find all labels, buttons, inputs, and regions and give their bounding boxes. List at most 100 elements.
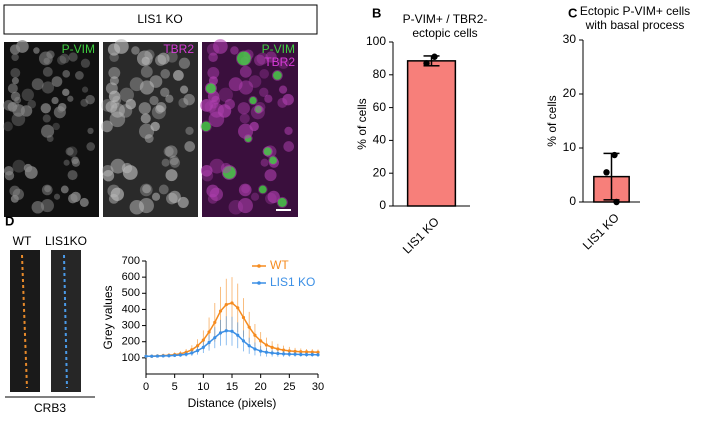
cell bbox=[23, 163, 33, 173]
cell bbox=[138, 102, 151, 115]
panel-letter: C bbox=[568, 5, 578, 20]
cell bbox=[200, 164, 213, 177]
cell bbox=[160, 87, 170, 98]
data-point bbox=[287, 352, 291, 356]
chart-title: with basal process bbox=[585, 18, 685, 32]
cell bbox=[184, 141, 196, 152]
data-point bbox=[236, 306, 240, 310]
cell bbox=[129, 200, 145, 215]
data-point bbox=[196, 344, 200, 348]
legend-label: LIS1 KO bbox=[270, 275, 315, 289]
data-point bbox=[190, 348, 194, 352]
cell bbox=[163, 146, 174, 157]
cell bbox=[40, 103, 51, 114]
cell bbox=[238, 183, 252, 197]
cell bbox=[255, 106, 262, 113]
cell bbox=[265, 51, 277, 63]
cell bbox=[38, 51, 53, 66]
cell bbox=[277, 197, 287, 207]
legend-swatch bbox=[257, 281, 261, 285]
cell bbox=[166, 51, 178, 63]
cell bbox=[213, 39, 228, 54]
cell bbox=[87, 127, 94, 135]
cell bbox=[179, 85, 189, 94]
chart-title: Ectopic P-VIM+ cells bbox=[580, 4, 690, 18]
data-point bbox=[190, 351, 194, 355]
cell bbox=[33, 47, 40, 54]
cell bbox=[81, 86, 89, 93]
cell bbox=[110, 158, 126, 174]
cell bbox=[4, 171, 15, 181]
data-point bbox=[161, 354, 165, 358]
x-tick-label: 20 bbox=[255, 381, 267, 393]
y-tick-label: 300 bbox=[122, 319, 140, 331]
data-point bbox=[247, 325, 251, 329]
cell bbox=[65, 147, 74, 156]
cell bbox=[158, 184, 169, 195]
cell bbox=[140, 113, 151, 124]
cell bbox=[160, 69, 171, 79]
x-tick-label: 30 bbox=[312, 381, 324, 393]
cell bbox=[265, 192, 277, 205]
cell bbox=[59, 53, 70, 64]
cell bbox=[161, 158, 170, 167]
y-tick-label: 30 bbox=[563, 32, 577, 46]
y-tick-label: 0 bbox=[379, 198, 386, 212]
cell bbox=[248, 75, 262, 88]
data-point bbox=[264, 350, 268, 354]
cell-texture bbox=[3, 39, 295, 215]
cell bbox=[209, 187, 223, 201]
cell bbox=[11, 112, 26, 127]
cell bbox=[27, 99, 37, 109]
data-point bbox=[293, 349, 297, 353]
data-point bbox=[253, 347, 257, 351]
channel-label: P-VIM bbox=[262, 42, 295, 56]
data-point bbox=[310, 353, 314, 357]
cell bbox=[63, 159, 70, 166]
cell bbox=[183, 93, 195, 106]
cell bbox=[7, 83, 18, 94]
cell bbox=[11, 53, 19, 62]
cell bbox=[169, 157, 181, 168]
cell bbox=[249, 96, 257, 105]
micrograph bbox=[103, 42, 198, 217]
cell bbox=[67, 95, 74, 102]
y-tick-label: 0 bbox=[569, 194, 576, 208]
data-point bbox=[218, 331, 223, 335]
image-label: LIS1KO bbox=[45, 234, 87, 248]
cell bbox=[150, 121, 160, 132]
cell bbox=[85, 94, 95, 105]
y-tick-label: 20 bbox=[563, 86, 577, 100]
data-point bbox=[611, 151, 618, 159]
cell bbox=[71, 156, 79, 165]
cell bbox=[238, 123, 254, 139]
cell bbox=[144, 134, 154, 143]
cell bbox=[238, 80, 254, 95]
cell bbox=[255, 101, 266, 113]
cell bbox=[114, 39, 129, 54]
cell bbox=[140, 65, 153, 78]
panel-letter: D bbox=[5, 213, 14, 228]
x-tick-label: 15 bbox=[226, 381, 238, 393]
data-point bbox=[184, 352, 188, 356]
cell bbox=[259, 69, 270, 79]
y-tick-label: 700 bbox=[122, 255, 140, 267]
cell bbox=[259, 87, 269, 98]
cell bbox=[125, 98, 137, 110]
cell bbox=[44, 185, 52, 193]
cell bbox=[79, 197, 89, 207]
data-point bbox=[207, 340, 211, 345]
cell bbox=[264, 169, 277, 182]
y-tick-label: 60 bbox=[373, 100, 387, 114]
profile-line bbox=[63, 254, 68, 389]
x-tick-label: 25 bbox=[283, 381, 295, 393]
data-point bbox=[270, 345, 274, 349]
cell bbox=[220, 162, 232, 174]
cell bbox=[31, 78, 44, 91]
data-point bbox=[236, 333, 240, 337]
cell bbox=[273, 71, 282, 80]
x-tick-label: LIS1 KO bbox=[580, 210, 622, 252]
y-axis-label: % of cells bbox=[545, 95, 559, 146]
cell bbox=[108, 66, 121, 79]
